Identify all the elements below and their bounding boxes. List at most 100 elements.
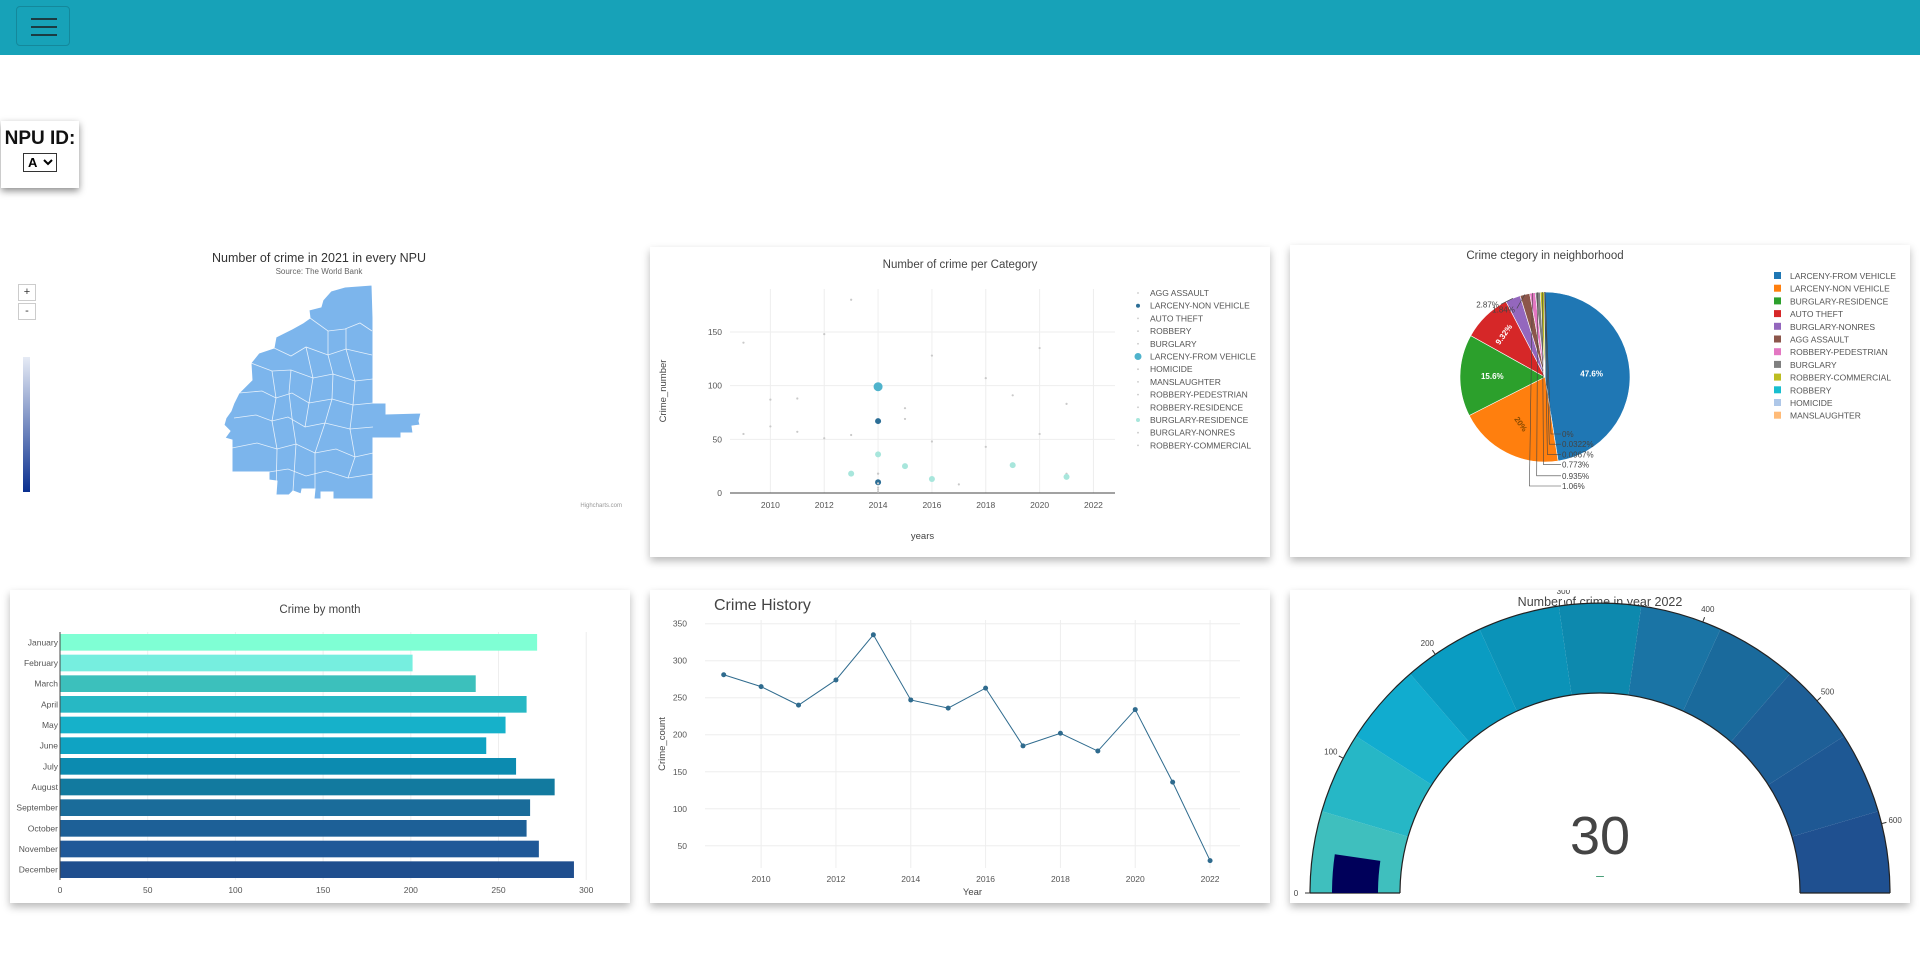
gauge-band [1558,603,1642,696]
category-scatter-card: Number of crime per Category 2010 2012 2014… [650,247,1270,557]
bar [60,696,527,713]
legend-label: BURGLARY-NONRES [1150,428,1235,438]
legend-swatch [1774,360,1781,368]
gauge-value-bar [1332,854,1381,893]
legend-marker [1137,292,1139,294]
line-point [1095,748,1101,754]
scatter-point [850,298,853,301]
scatter-point [742,432,745,436]
history-line-chart: Crime History 2010 2012 2014 2016 2018 2020 202… [657,597,1240,898]
npu-border [273,346,373,357]
legend-label: HOMICIDE [1790,398,1833,408]
bar [60,840,539,858]
pie-slice [1468,376,1559,463]
x-tick-label: 150 [316,885,330,895]
npu-border [309,317,373,332]
x-tick-label: 2016 [976,874,995,884]
y-tick-label: 350 [673,619,687,629]
map-credit: Highcharts.com [580,503,622,509]
legend-label: ROBBERY-PEDESTRIAN [1150,390,1248,400]
x-tick-label: 2020 [1126,874,1145,884]
y-tick-label: July [43,761,59,771]
npu-border [288,369,297,492]
legend-marker [1137,381,1139,383]
line-point [721,672,727,678]
gauge-tick-label: 600 [1888,816,1902,825]
scatter-point [848,470,855,477]
zoom-out-button[interactable]: - [18,303,36,320]
y-axis-title: Crime_count [657,717,668,771]
line-point [983,685,989,691]
legend-label: ROBBERY-COMMERCIAL [1150,440,1251,450]
pie-data-label: 0.0322% [1562,440,1594,449]
legend-marker [1134,353,1142,360]
legend-swatch [1774,310,1781,318]
y-tick-label: December [19,865,58,875]
y-tick-label: November [19,844,58,854]
y-tick-label: August [32,782,59,792]
x-tick-label: 2018 [976,500,995,510]
x-tick-label: 200 [404,885,418,895]
bar [60,820,527,837]
legend-label: ROBBERY-RESIDENCE [1150,402,1243,412]
scatter-point [742,341,745,344]
legend-label: MANSLAUGHTER [1790,411,1861,421]
scatter-point [769,425,772,428]
zoom-in-button[interactable]: + [18,284,36,301]
x-tick-label: 300 [579,885,593,895]
gauge-tick-label: 500 [1821,687,1835,696]
pie-data-label: 47.6% [1580,369,1603,378]
npu-select[interactable]: A [23,153,57,172]
gauge-band [1791,811,1890,893]
x-tick-label: 2010 [752,874,771,884]
line-point [1057,730,1063,736]
legend-label: LARCENY-FROM VEHICLE [1150,352,1256,362]
legend-label: LARCENY-NON VEHICLE [1790,284,1890,294]
line-point [1170,779,1176,785]
gauge-tick [1563,600,1566,606]
legend-swatch [1774,297,1781,305]
y-tick-label: 50 [678,841,688,851]
pie-leader-line [1536,292,1561,477]
npu-selector-card: NPU ID: A [1,121,79,188]
y-tick-label: May [42,720,59,730]
pie-leader-line [1541,292,1561,465]
category-pie-chart: Crime ctegory in neighborhood47.6%20%15.… [1459,250,1896,491]
scatter-point [903,407,907,410]
y-tick-label: April [41,699,58,709]
scatter-point [902,463,908,470]
legend-marker [1137,368,1139,371]
legend-label: LARCENY-FROM VEHICLE [1790,271,1896,281]
pie-leader-line [1544,291,1561,435]
bar [60,654,413,672]
year-gauge-card: Number of crime in year 2022 0 100 200 300 40… [1290,590,1910,903]
npu-border [238,390,374,406]
pie-data-label: 0.0967% [1562,450,1594,459]
gauge-tick-label: 200 [1421,639,1435,648]
month-bar-card: Crime by month 0 50 100 150 200 250 300 January F… [10,590,630,903]
legend-marker [1137,393,1139,396]
line-point [1020,743,1026,749]
x-tick-label: 2012 [826,874,845,884]
npu-border [271,370,278,496]
pie-slice [1459,335,1546,416]
x-axis-title: Year [963,887,982,898]
y-tick-label: February [24,658,59,668]
gauge-delta: – [1596,867,1604,883]
y-tick-label: 100 [708,381,722,391]
menu-toggle-button[interactable] [16,6,70,46]
gauge-tick [1881,821,1887,825]
npu-border [314,331,334,489]
gauge-value: 30 [1570,806,1630,866]
npu-region-atlanta [223,284,422,500]
scatter-point [1038,346,1041,350]
legend-swatch [1774,399,1781,406]
scatter-point [930,440,934,443]
scatter-point [876,486,880,489]
legend-label: ROBBERY-COMMERCIAL [1790,373,1891,383]
legend-marker [1136,418,1140,422]
scatter-point [873,382,883,392]
gauge-band [1628,605,1721,712]
legend-swatch [1774,322,1781,330]
color-legend-bar [23,357,30,492]
